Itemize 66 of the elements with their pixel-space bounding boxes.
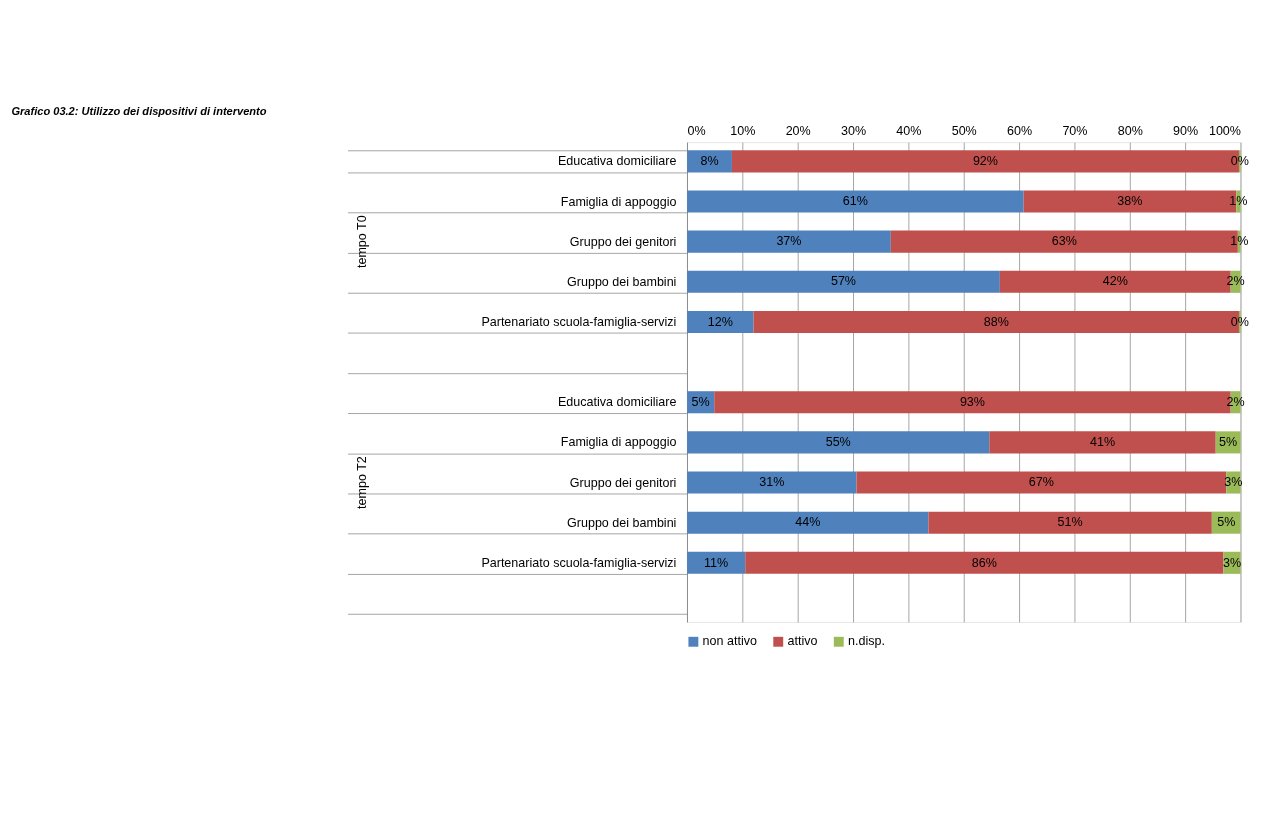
y-tick-label: Partenariato scuola-famiglia-servizi: [481, 315, 677, 330]
data-label: 5%: [1219, 435, 1238, 450]
data-label: 8%: [700, 154, 719, 169]
y-tick-label: Educativa domiciliare: [558, 154, 677, 169]
data-label: 93%: [959, 394, 985, 409]
data-label: 55%: [825, 435, 851, 450]
x-tick-label: 20%: [785, 124, 811, 139]
x-tick-label: 40%: [896, 124, 922, 139]
data-label: 1%: [1230, 234, 1249, 249]
data-label: 12%: [707, 314, 733, 329]
x-tick-label: 0%: [687, 124, 706, 139]
bar: [856, 471, 1227, 494]
data-label: 86%: [971, 555, 997, 570]
legend-label: non attivo: [702, 634, 757, 649]
legend-label: attivo: [787, 634, 818, 649]
bar: [745, 551, 1224, 574]
bar: [687, 270, 1000, 293]
bar: [687, 310, 754, 333]
data-label: 5%: [691, 394, 710, 409]
y-tick-label: Gruppo dei bambini: [567, 274, 677, 289]
data-label: 3%: [1222, 555, 1242, 570]
data-label: 92%: [972, 154, 998, 169]
text: tempo T2: [355, 456, 370, 509]
data-label: 11%: [704, 555, 729, 570]
y-tick-label: Gruppo dei genitori: [569, 234, 677, 249]
data-label: 37%: [776, 234, 802, 249]
bar: [687, 431, 990, 454]
data-label: 88%: [983, 314, 1009, 329]
bar: [687, 230, 891, 253]
bar: [687, 511, 929, 534]
x-tick-label: 100%: [1208, 124, 1241, 139]
text: tempo T0: [355, 215, 370, 269]
bar: [989, 431, 1216, 454]
data-label: 38%: [1117, 194, 1143, 209]
data-label: 5%: [1217, 515, 1236, 530]
data-label: 42%: [1102, 274, 1128, 289]
data-label: 41%: [1089, 435, 1116, 450]
data-label: 63%: [1051, 234, 1077, 249]
x-tick-label: 10%: [730, 124, 756, 139]
y-tick-label: Educativa domiciliare: [558, 395, 677, 410]
data-label: 1%: [1229, 194, 1248, 209]
x-tick-label: 80%: [1117, 124, 1143, 139]
bar: [687, 190, 1024, 213]
y-tick-label: Famiglia di appoggio: [560, 194, 677, 209]
bar: [687, 471, 857, 494]
data-label: 51%: [1057, 515, 1083, 530]
data-label: 67%: [1028, 475, 1054, 490]
x-tick-label: 60%: [1007, 124, 1033, 139]
data-label: 57%: [830, 274, 857, 289]
bar: [687, 551, 746, 574]
legend-label: n.disp.: [847, 634, 885, 649]
data-label: 44%: [795, 515, 821, 530]
y-tick-label: Partenariato scuola-famiglia-servizi: [481, 555, 677, 570]
data-label: 31%: [759, 475, 785, 490]
x-tick-label: 70%: [1062, 124, 1088, 139]
x-tick-label: 50%: [951, 124, 977, 139]
y-tick-label: Famiglia di appoggio: [560, 435, 677, 450]
text: Grafico 03.2: Utilizzo dei dispositivi di intervento: [11, 105, 267, 117]
data-label: 0%: [1230, 154, 1249, 169]
x-tick-label: 90%: [1173, 124, 1199, 139]
data-label: 61%: [842, 194, 868, 209]
data-label: 0%: [1230, 314, 1249, 329]
y-tick-label: Gruppo dei bambini: [567, 515, 677, 530]
y-tick-label: Gruppo dei genitori: [569, 475, 677, 490]
bar: [928, 511, 1212, 534]
x-tick-label: 30%: [840, 124, 867, 139]
